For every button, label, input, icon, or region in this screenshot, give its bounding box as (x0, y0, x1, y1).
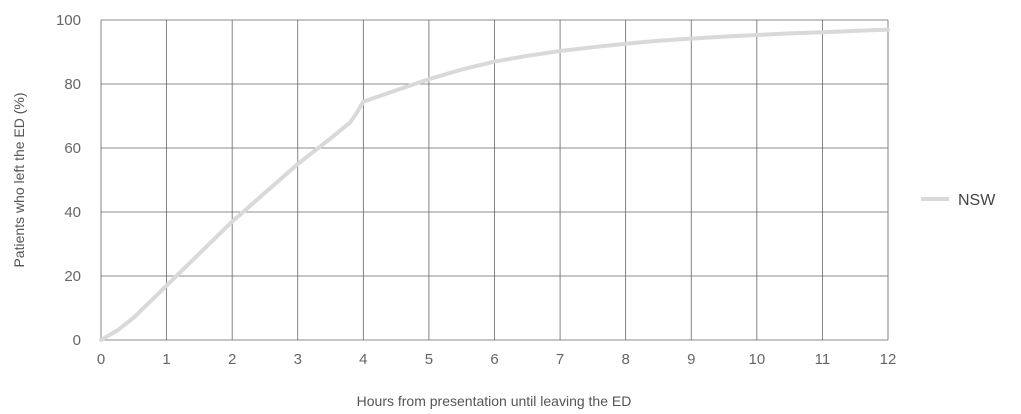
series-lines (99, 27, 890, 342)
x-tick-label: 4 (359, 351, 367, 368)
y-axis-tick-labels: 0 20 40 60 80 100 (56, 12, 81, 349)
y-tick-label: 60 (64, 140, 81, 157)
y-tick-label: 80 (64, 76, 81, 93)
x-tick-label: 0 (97, 351, 105, 368)
x-tick-label: 6 (490, 351, 498, 368)
grid (100, 19, 889, 341)
legend: NSW (921, 192, 996, 209)
y-axis-title: Patients who left the ED (%) (11, 92, 27, 267)
x-tick-label: 1 (162, 351, 170, 368)
y-tick-label: 40 (64, 204, 81, 221)
y-tick-label: 100 (56, 12, 81, 29)
x-axis-tick-labels: 0 1 2 3 4 5 6 7 8 9 10 11 12 (97, 351, 897, 368)
x-tick-label: 12 (880, 351, 897, 368)
x-tick-label: 3 (294, 351, 302, 368)
x-tick-label: 8 (621, 351, 629, 368)
x-tick-label: 2 (228, 351, 236, 368)
legend-label: NSW (958, 192, 996, 209)
y-tick-label: 20 (64, 268, 81, 285)
x-tick-label: 5 (425, 351, 433, 368)
x-tick-label: 10 (748, 351, 765, 368)
y-tick-label: 0 (73, 332, 81, 349)
x-axis-title: Hours from presentation until leaving th… (357, 393, 632, 409)
series-line-nsw (99, 27, 890, 342)
x-tick-label: 9 (687, 351, 695, 368)
x-tick-label: 7 (556, 351, 564, 368)
x-tick-label: 11 (815, 351, 831, 368)
